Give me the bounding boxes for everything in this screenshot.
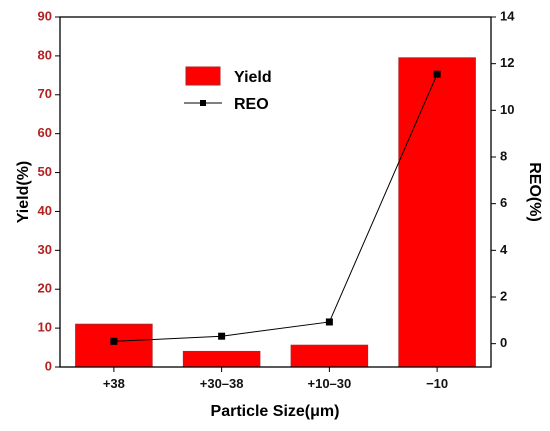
left-tick-label: 80 <box>38 47 52 62</box>
x-tick-label: −10 <box>426 376 448 391</box>
x-axis: +38 +30–38 +10–30 −10 <box>103 367 448 391</box>
right-tick-label: 4 <box>500 242 508 257</box>
plot-frame <box>59 16 492 368</box>
right-tick-label: 8 <box>500 148 507 163</box>
legend-label-yield: Yield <box>234 69 272 86</box>
x-tick-label: +30–38 <box>200 376 244 391</box>
reo-point <box>325 318 333 326</box>
left-tick-label: 0 <box>45 358 52 373</box>
yield-bar <box>75 323 153 368</box>
reo-line-layer <box>110 70 441 345</box>
legend-swatch-yield <box>185 66 221 86</box>
right-tick-label: 0 <box>500 335 507 350</box>
legend: Yield REO <box>184 66 272 113</box>
left-tick-label: 50 <box>38 164 52 179</box>
x-tick-label: +38 <box>103 376 125 391</box>
reo-point <box>218 332 226 340</box>
right-tick-label: 2 <box>500 288 507 303</box>
reo-point <box>110 337 118 345</box>
left-tick-label: 60 <box>38 125 52 140</box>
right-tick-label: 10 <box>500 102 514 117</box>
left-tick-label: 70 <box>38 86 52 101</box>
left-tick-label: 10 <box>38 320 52 335</box>
left-tick-label: 30 <box>38 242 52 257</box>
right-tick-label: 12 <box>500 55 514 70</box>
left-tick-label: 90 <box>38 8 52 23</box>
bars-layer <box>75 57 476 368</box>
legend-marker-reo <box>200 100 206 106</box>
legend-label-reo: REO <box>234 96 269 113</box>
left-tick-label: 20 <box>38 281 52 296</box>
yield-bar <box>398 57 476 368</box>
left-axis: 0 10 20 30 40 50 60 70 80 90 <box>38 8 60 373</box>
y-axis-title: Yield(%) <box>15 161 32 224</box>
x-tick-label: +10–30 <box>308 376 352 391</box>
right-axis: 0 2 4 6 8 10 12 14 <box>491 8 515 350</box>
left-tick-label: 40 <box>38 203 52 218</box>
yield-bar <box>290 344 369 368</box>
reo-line <box>113 73 438 342</box>
x-axis-title: Particle Size(μm) <box>211 403 340 420</box>
right-tick-label: 14 <box>500 8 515 23</box>
yield-bar <box>182 350 261 368</box>
y2-axis-title: REO(%) <box>526 162 543 222</box>
right-tick-label: 6 <box>500 195 507 210</box>
reo-point <box>433 70 441 78</box>
